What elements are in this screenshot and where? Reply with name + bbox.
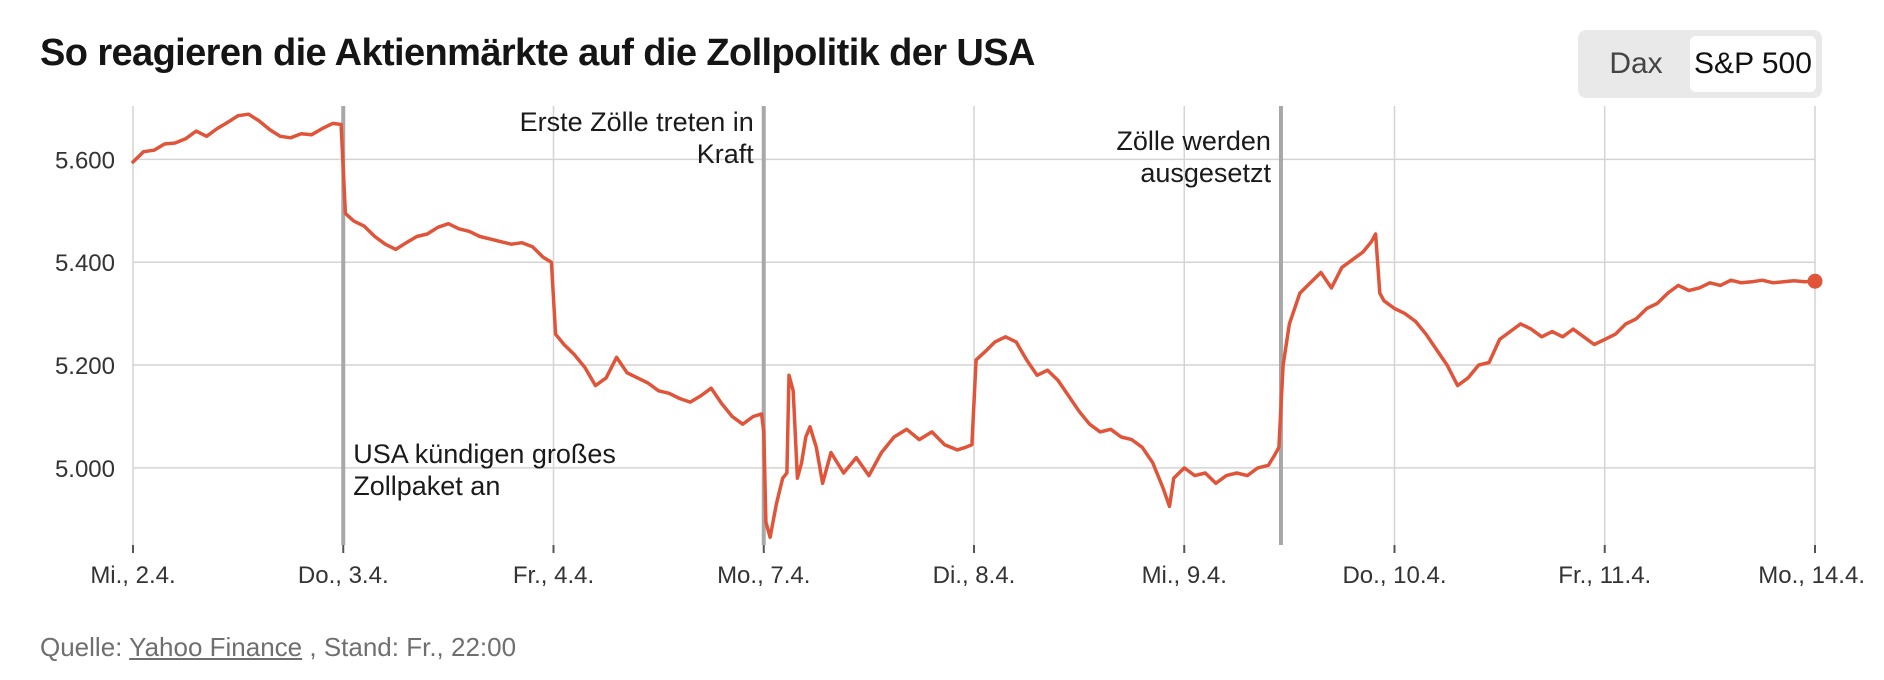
x-tick-label: Mi., 9.4.	[1142, 562, 1227, 589]
index-toggle[interactable]: Dax S&P 500	[1578, 30, 1822, 98]
toggle-option-dax[interactable]: Dax	[1609, 47, 1663, 80]
event-annotation: Zölle werden ausgesetzt	[1116, 126, 1271, 188]
source-prefix: Quelle:	[40, 632, 123, 662]
event-annotation: Erste Zölle treten in Kraft	[520, 107, 755, 169]
source-link[interactable]: Yahoo Finance	[129, 632, 303, 662]
event-annotation: USA kündigen großes Zollpaket an	[353, 439, 616, 501]
source-suffix: , Stand: Fr., 22:00	[309, 632, 517, 662]
x-tick-label: Mo., 14.4.	[1758, 562, 1865, 589]
source-note: Quelle: Yahoo Finance , Stand: Fr., 22:0…	[40, 632, 516, 663]
last-point-marker	[1807, 273, 1823, 289]
x-tick-label: Di., 8.4.	[933, 562, 1016, 589]
x-tick-label: Do., 10.4.	[1342, 562, 1446, 589]
series-line-sp500	[131, 112, 1817, 540]
chart-title: So reagieren die Aktienmärkte auf die Zo…	[40, 32, 1035, 74]
y-tick-label: 5.200	[55, 353, 115, 380]
x-tick-label: Do., 3.4.	[298, 562, 389, 589]
x-tick-label: Fr., 11.4.	[1558, 562, 1651, 589]
line-chart: 5.000 5.200 5.400 5.600 Mi., 2.4. Do., 3.4. Fr…	[55, 106, 1865, 589]
x-tick-label: Mo., 7.4.	[717, 562, 810, 589]
x-tick-label: Mi., 2.4.	[90, 562, 175, 589]
y-tick-label: 5.400	[55, 250, 115, 277]
y-tick-label: 5.000	[55, 456, 115, 483]
y-tick-label: 5.600	[55, 147, 115, 174]
x-tick-label: Fr., 4.4.	[513, 562, 594, 589]
toggle-option-sp500[interactable]: S&P 500	[1690, 36, 1816, 92]
